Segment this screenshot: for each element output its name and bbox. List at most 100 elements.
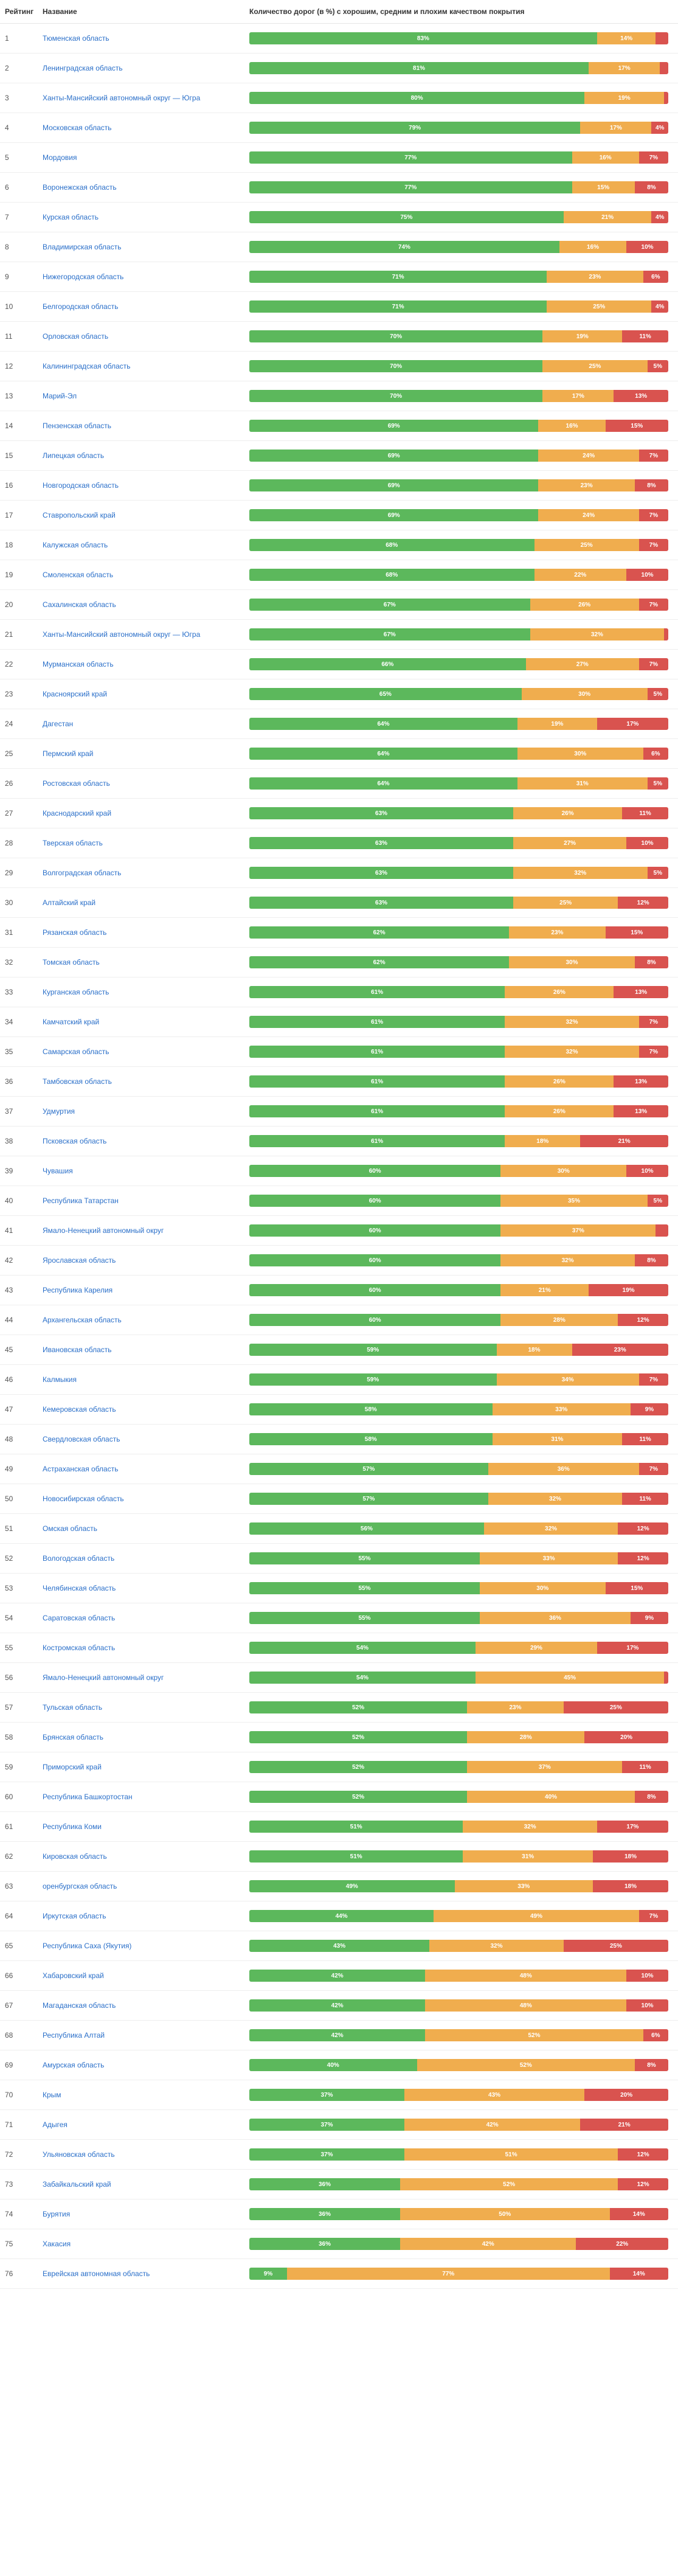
region-link[interactable]: Адыгея [43,2120,249,2129]
region-link[interactable]: Ханты-Мансийский автономный округ — Югра [43,94,249,102]
region-link[interactable]: Волгоградская область [43,869,249,877]
stacked-bar: 69%24%7% [249,450,668,462]
region-link[interactable]: Ярославская область [43,1256,249,1265]
region-link[interactable]: Кемеровская область [43,1405,249,1414]
bar-segment-good: 60% [249,1284,500,1296]
region-link[interactable]: Брянская область [43,1733,249,1741]
region-link[interactable]: Ханты-Мансийский автономный округ — Югра [43,630,249,639]
region-link[interactable]: Рязанская область [43,928,249,937]
region-link[interactable]: Тюменская область [43,34,249,43]
region-link[interactable]: Приморский край [43,1763,249,1771]
region-link[interactable]: Камчатский край [43,1018,249,1026]
region-link[interactable]: Ленинградская область [43,64,249,72]
region-link[interactable]: Ямало-Ненецкий автономный округ [43,1673,249,1682]
bar-segment-medium: 49% [434,1910,639,1922]
region-link[interactable]: Курская область [43,213,249,221]
region-link[interactable]: Архангельская область [43,1316,249,1324]
bar-segment-bad: 8% [635,1254,668,1266]
region-link[interactable]: Республика Саха (Якутия) [43,1942,249,1950]
region-link[interactable]: Ямало-Ненецкий автономный округ [43,1226,249,1235]
region-link[interactable]: Краснодарский край [43,809,249,818]
bar-chart: 77%16%7% [249,151,678,164]
region-link[interactable]: Самарская область [43,1047,249,1056]
region-link[interactable]: Дагестан [43,720,249,728]
bar-segment-bad: 21% [580,1135,668,1147]
region-link[interactable]: Воронежская область [43,183,249,192]
region-link[interactable]: Хабаровский край [43,1971,249,1980]
region-link[interactable]: Кировская область [43,1852,249,1861]
region-link[interactable]: Хакасия [43,2240,249,2248]
region-link[interactable]: оренбургская область [43,1882,249,1890]
region-link[interactable]: Республика Алтай [43,2031,249,2040]
region-link[interactable]: Забайкальский край [43,2180,249,2189]
region-link[interactable]: Томская область [43,958,249,967]
rank-value: 29 [0,869,43,877]
region-link[interactable]: Алтайский край [43,898,249,907]
bar-segment-bad: 17% [597,1821,668,1833]
region-link[interactable]: Чувашия [43,1167,249,1175]
stacked-bar: 60%35%5% [249,1195,668,1207]
region-link[interactable]: Ивановская область [43,1345,249,1354]
region-link[interactable]: Республика Коми [43,1822,249,1831]
bar-segment-good: 63% [249,807,513,819]
region-link[interactable]: Ульяновская область [43,2150,249,2159]
bar-segment-medium: 19% [517,718,597,730]
region-link[interactable]: Тамбовская область [43,1077,249,1086]
bar-chart: 68%22%10% [249,569,678,581]
table-row: 51Омская область56%32%12% [0,1514,678,1544]
region-link[interactable]: Магаданская область [43,2001,249,2010]
bar-chart: 49%33%18% [249,1880,678,1892]
bar-segment-good: 42% [249,1999,425,2012]
region-link[interactable]: Бурятия [43,2210,249,2218]
region-link[interactable]: Еврейская автономная область [43,2269,249,2278]
region-link[interactable]: Амурская область [43,2061,249,2069]
region-link[interactable]: Астраханская область [43,1465,249,1473]
region-link[interactable]: Орловская область [43,332,249,341]
region-link[interactable]: Республика Башкортостан [43,1793,249,1801]
region-link[interactable]: Курганская область [43,988,249,996]
region-link[interactable]: Владимирская область [43,243,249,251]
region-link[interactable]: Ставропольский край [43,511,249,519]
rank-value: 43 [0,1286,43,1294]
region-link[interactable]: Калужская область [43,541,249,549]
region-link[interactable]: Пермский край [43,749,249,758]
region-link[interactable]: Пензенская область [43,422,249,430]
bar-chart: 37%51%12% [249,2148,678,2161]
bar-chart: 40%52%8% [249,2059,678,2071]
region-link[interactable]: Костромская область [43,1644,249,1652]
rank-value: 35 [0,1047,43,1056]
region-link[interactable]: Новосибирская область [43,1495,249,1503]
region-link[interactable]: Тульская область [43,1703,249,1712]
region-link[interactable]: Псковская область [43,1137,249,1145]
region-link[interactable]: Вологодская область [43,1554,249,1563]
region-link[interactable]: Республика Карелия [43,1286,249,1294]
region-link[interactable]: Липецкая область [43,451,249,460]
region-link[interactable]: Ростовская область [43,779,249,788]
region-link[interactable]: Свердловская область [43,1435,249,1443]
bar-chart: 75%21%4% [249,211,678,223]
region-link[interactable]: Республика Татарстан [43,1196,249,1205]
rank-value: 12 [0,362,43,370]
region-link[interactable]: Калининградская область [43,362,249,370]
region-link[interactable]: Нижегородская область [43,273,249,281]
bar-chart: 42%48%10% [249,1970,678,1982]
stacked-bar: 61%26%13% [249,986,668,998]
region-link[interactable]: Марий-Эл [43,392,249,400]
region-link[interactable]: Мурманская область [43,660,249,668]
bar-segment-good: 69% [249,420,538,432]
region-link[interactable]: Смоленская область [43,571,249,579]
region-link[interactable]: Красноярский край [43,690,249,698]
region-link[interactable]: Крым [43,2091,249,2099]
region-link[interactable]: Удмуртия [43,1107,249,1116]
region-link[interactable]: Саратовская область [43,1614,249,1622]
region-link[interactable]: Омская область [43,1524,249,1533]
region-link[interactable]: Челябинская область [43,1584,249,1592]
region-link[interactable]: Новгородская область [43,481,249,490]
region-link[interactable]: Мордовия [43,153,249,162]
region-link[interactable]: Калмыкия [43,1375,249,1384]
region-link[interactable]: Тверская область [43,839,249,847]
region-link[interactable]: Иркутская область [43,1912,249,1920]
region-link[interactable]: Сахалинская область [43,600,249,609]
region-link[interactable]: Московская область [43,123,249,132]
region-link[interactable]: Белгородская область [43,302,249,311]
